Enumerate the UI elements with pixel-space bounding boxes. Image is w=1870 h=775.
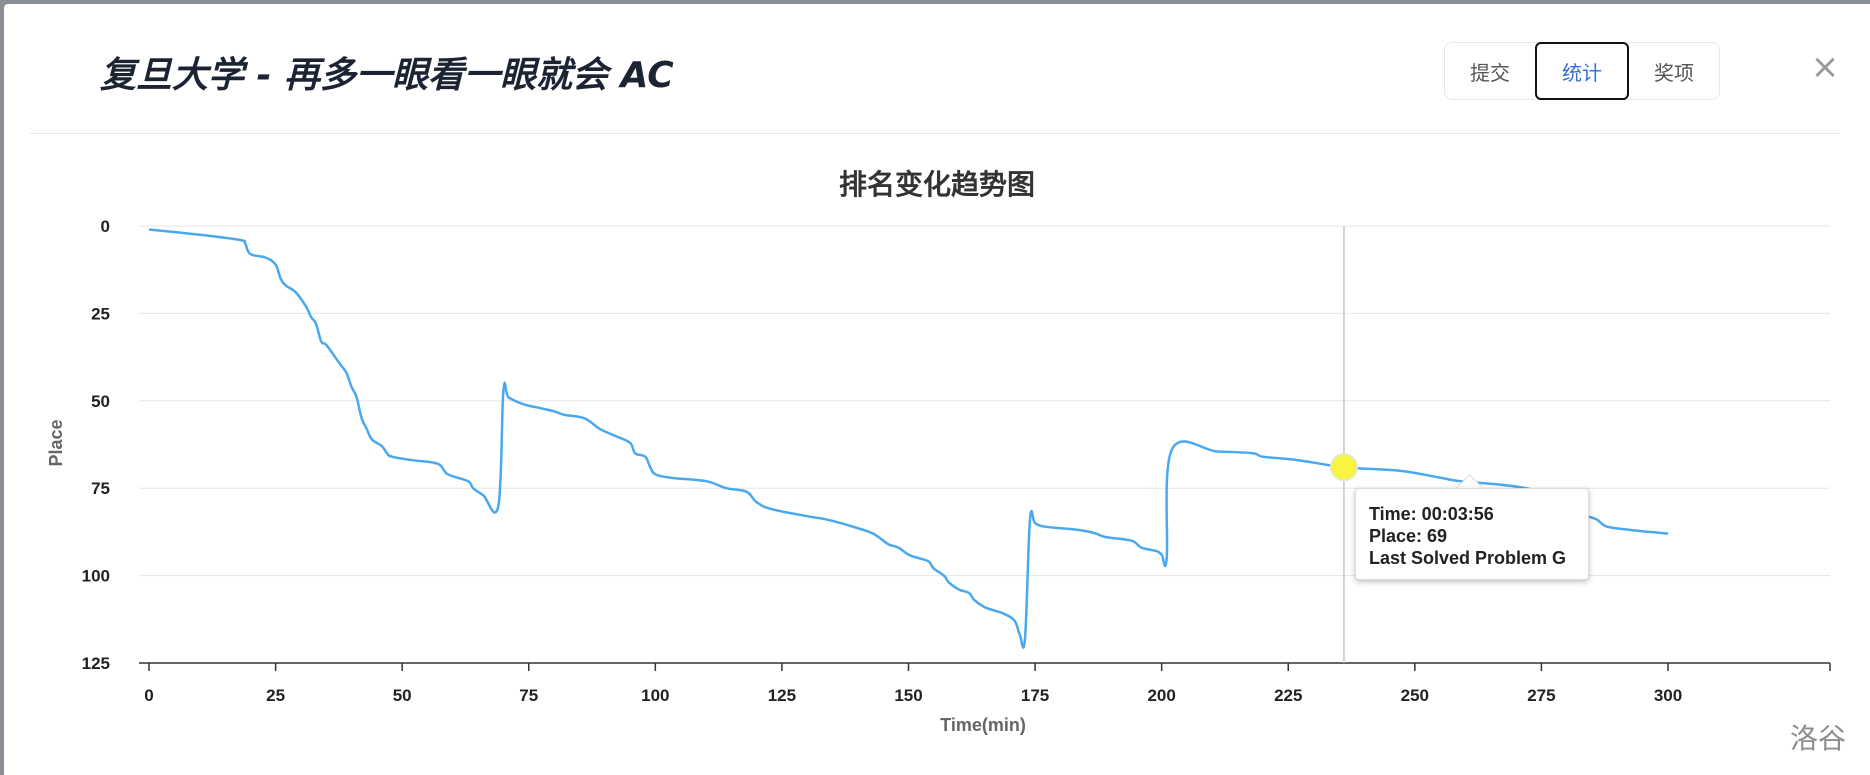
x-tick-label: 200 xyxy=(1147,686,1175,705)
header-divider xyxy=(30,133,1840,134)
y-tick-label: 125 xyxy=(82,654,110,673)
y-tick-label: 25 xyxy=(91,304,110,323)
x-tick-label: 25 xyxy=(266,686,285,705)
close-icon[interactable]: × xyxy=(1810,47,1840,87)
y-tick-label: 0 xyxy=(101,217,110,236)
tooltip-time: Time: 00:03:56 xyxy=(1369,504,1494,524)
tooltip-last-solved: Last Solved Problem G xyxy=(1369,548,1567,568)
x-axis-label: Time(min) xyxy=(940,715,1026,735)
x-tick-label: 175 xyxy=(1021,686,1049,705)
x-tick-label: 250 xyxy=(1401,686,1429,705)
x-tick-label: 300 xyxy=(1654,686,1682,705)
x-tick-label: 0 xyxy=(144,686,153,705)
series-line-0 xyxy=(148,228,1669,649)
x-tick-label: 150 xyxy=(894,686,922,705)
tab-group: 提交 统计 奖项 xyxy=(1444,42,1720,100)
x-tick-label: 100 xyxy=(641,686,669,705)
tooltip-place: Place: 69 xyxy=(1369,526,1448,546)
highlighted-point xyxy=(1329,453,1358,482)
y-axis-label: Place xyxy=(46,419,66,466)
y-tick-label: 100 xyxy=(82,567,110,586)
data-tooltip: Time: 00:03:56 Place: 69 Last Solved Pro… xyxy=(1355,488,1589,580)
x-tick-label: 275 xyxy=(1527,686,1555,705)
x-tick-label: 75 xyxy=(519,686,538,705)
y-tick-label: 50 xyxy=(91,392,110,411)
dialog-modal: 复旦大学 - 再多一眼看一眼就会 AC 提交 统计 奖项 × 洛谷 xyxy=(4,4,1870,775)
x-tick-label: 50 xyxy=(393,686,412,705)
tab-awards[interactable]: 奖项 xyxy=(1654,60,1694,85)
close-button[interactable]: × xyxy=(1810,47,1840,87)
tab-submissions[interactable]: 提交 xyxy=(1470,60,1510,85)
x-tick-label: 125 xyxy=(768,686,796,705)
y-tick-label: 75 xyxy=(91,479,110,498)
team-title: 复旦大学 - 再多一眼看一眼就会 AC xyxy=(100,55,674,96)
watermark: 洛谷 xyxy=(1790,722,1847,755)
x-tick-label: 225 xyxy=(1274,686,1302,705)
tab-statistics[interactable]: 统计 xyxy=(1535,42,1629,100)
chart-title: 排名变化趋势图 xyxy=(839,168,1035,201)
